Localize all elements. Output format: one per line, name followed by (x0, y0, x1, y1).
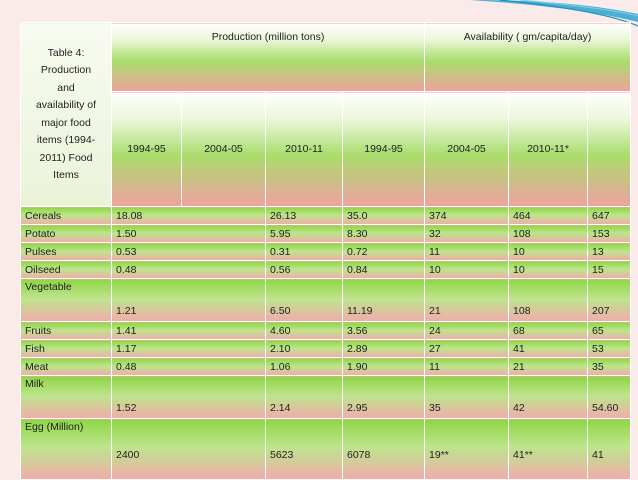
table-cell: 10 (508, 260, 589, 279)
table-cell: 21 (508, 357, 589, 376)
table-caption: Table 4: Production and availability of … (20, 22, 112, 207)
table-cell: 4.60 (265, 321, 343, 340)
row-label: Pulses (20, 242, 112, 261)
table-cell: 11 (424, 242, 510, 261)
table-cell: 464 (508, 206, 589, 225)
production-header: Production (million tons) (110, 22, 426, 92)
table-cell: 3.56 (341, 321, 426, 340)
table-row: Fish 1.17 2.10 2.89 27 41 53 (20, 339, 632, 358)
table-cell: 35 (587, 357, 632, 376)
table-cell: 24 (424, 321, 510, 340)
table-cell: 26.13 (265, 206, 343, 225)
table-cell: 1.50 (111, 224, 266, 243)
table-cell: 207 (587, 278, 632, 322)
table-cell: 647 (587, 206, 632, 225)
table-cell: 2.95 (341, 375, 426, 419)
table-cell: 53 (587, 339, 632, 358)
table-cell: 0.53 (111, 242, 266, 261)
table-cell: 2400 (111, 418, 266, 480)
availability-header: Availability ( gm/capita/day) (424, 22, 632, 92)
year-header: 2004-05 (424, 91, 510, 207)
table-cell: 1.06 (265, 357, 343, 376)
table-cell: 0.48 (111, 260, 266, 279)
table-cell: 5.95 (265, 224, 343, 243)
table-cell: 2.89 (341, 339, 426, 358)
table-cell: 5623 (265, 418, 343, 480)
row-label: Potato (20, 224, 112, 243)
table-cell: 54.60 (587, 375, 632, 419)
year-header (587, 91, 632, 207)
table-cell: 153 (587, 224, 632, 243)
table-cell: 0.31 (265, 242, 343, 261)
year-header: 2004-05 (181, 91, 266, 207)
table-cell: 11 (424, 357, 510, 376)
table-row: Oilseed 0.48 0.56 0.84 10 10 15 (20, 260, 632, 279)
table-cell: 10 (424, 260, 510, 279)
row-label: Cereals (20, 206, 112, 225)
table-cell: 21 (424, 278, 510, 322)
table-row: Cereals 18.08 26.13 35.0 374 464 647 (20, 206, 632, 225)
table-cell: 13 (587, 242, 632, 261)
table-row: Meat 0.48 1.06 1.90 11 21 35 (20, 357, 632, 376)
table-cell: 1.52 (111, 375, 266, 419)
table-cell: 41 (508, 339, 589, 358)
table-cell: 18.08 (111, 206, 266, 225)
row-label: Vegetable (20, 278, 112, 322)
table-cell: 2.10 (265, 339, 343, 358)
table-row: Fruits 1.41 4.60 3.56 24 68 65 (20, 321, 632, 340)
row-label: Fruits (20, 321, 112, 340)
table-cell: 15 (587, 260, 632, 279)
table-cell: 6.50 (265, 278, 343, 322)
row-label: Oilseed (20, 260, 112, 279)
table-row: Egg (Million) 2400 5623 6078 19** 41** 4… (20, 418, 632, 480)
table-cell: 0.48 (111, 357, 266, 376)
table-cell: 2.14 (265, 375, 343, 419)
table-row: Vegetable 1.21 6.50 11.19 21 108 207 (20, 278, 632, 322)
table-cell: 41** (508, 418, 589, 480)
table-cell: 0.72 (341, 242, 426, 261)
table-cell: 11.19 (341, 278, 426, 322)
table-cell: 32 (424, 224, 510, 243)
table-row: Milk 1.52 2.14 2.95 35 42 54.60 (20, 375, 632, 419)
table-cell: 374 (424, 206, 510, 225)
year-header: 2010-11* (508, 91, 589, 207)
year-header: 1994-95 (341, 91, 426, 207)
table-cell: 65 (587, 321, 632, 340)
food-production-table: Table 4: Production and availability of … (20, 22, 632, 480)
table-cell: 41 (587, 418, 632, 480)
table-cell: 0.56 (265, 260, 343, 279)
row-label: Meat (20, 357, 112, 376)
table-cell: 68 (508, 321, 589, 340)
table-row: Pulses 0.53 0.31 0.72 11 10 13 (20, 242, 632, 261)
table-cell: 10 (508, 242, 589, 261)
row-label: Egg (Million) (20, 418, 112, 480)
table-cell: 35 (424, 375, 510, 419)
table-cell: 19** (424, 418, 510, 480)
table-row: Potato 1.50 5.95 8.30 32 108 153 (20, 224, 632, 243)
table-cell: 1.21 (111, 278, 266, 322)
table-cell: 42 (508, 375, 589, 419)
table-cell: 27 (424, 339, 510, 358)
table-cell: 35.0 (341, 206, 426, 225)
table-cell: 0.84 (341, 260, 426, 279)
table-cell: 1.17 (111, 339, 266, 358)
year-header: 1994-95 (111, 91, 182, 207)
table-cell: 108 (508, 224, 589, 243)
table-cell: 108 (508, 278, 589, 322)
table-cell: 8.30 (341, 224, 426, 243)
table-cell: 1.41 (111, 321, 266, 340)
year-header: 2010-11 (265, 91, 343, 207)
table-cell: 6078 (341, 418, 426, 480)
row-label: Milk (20, 375, 112, 419)
table-cell: 1.90 (341, 357, 426, 376)
row-label: Fish (20, 339, 112, 358)
